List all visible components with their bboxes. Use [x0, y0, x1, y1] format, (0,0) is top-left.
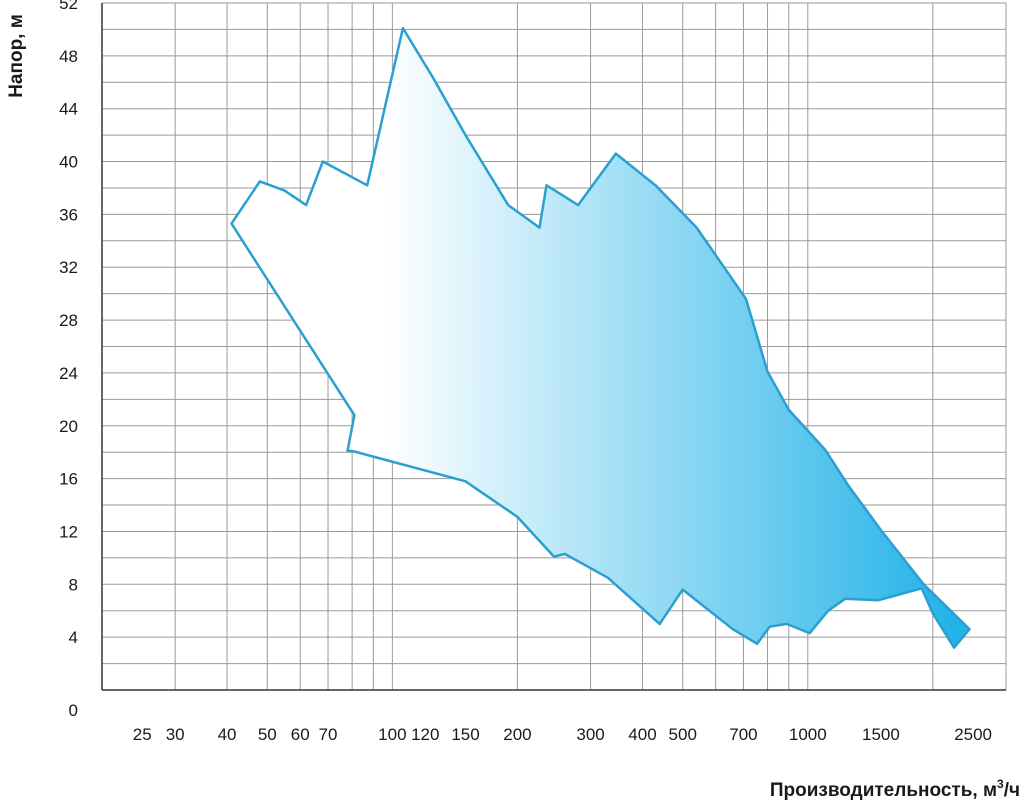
x-axis-title-main: Производительность, м	[770, 780, 997, 801]
x-tick-label: 2500	[954, 725, 992, 744]
x-tick-label: 100	[378, 725, 406, 744]
x-tick-label: 150	[451, 725, 479, 744]
x-tick-label: 25	[133, 725, 152, 744]
y-tick-label: 4	[69, 628, 78, 647]
x-tick-label: 40	[218, 725, 237, 744]
x-tick-label: 1000	[789, 725, 827, 744]
y-tick-label: 36	[59, 205, 78, 224]
x-tick-label: 50	[258, 725, 277, 744]
x-tick-label: 60	[291, 725, 310, 744]
x-tick-label: 400	[628, 725, 656, 744]
y-tick-label: 20	[59, 417, 78, 436]
x-tick-label: 300	[576, 725, 604, 744]
y-tick-label: 0	[69, 701, 78, 720]
operating-area	[230, 26, 971, 649]
x-tick-labels: 25 30 40 50 60 70 100 120 150 200 300 400 500 700 1000…	[133, 725, 992, 744]
y-axis-title: Напор, м	[6, 14, 27, 98]
y-tick-label: 8	[69, 575, 78, 594]
y-tick-label: 32	[59, 258, 78, 277]
x-tick-label: 1500	[862, 725, 900, 744]
x-axis-title-tail: /ч	[1004, 780, 1020, 801]
axes	[101, 3, 1006, 691]
x-tick-label: 30	[166, 725, 185, 744]
x-tick-label: 700	[729, 725, 757, 744]
x-axis-title-sup: 3	[997, 777, 1004, 791]
x-tick-label: 200	[503, 725, 531, 744]
y-tick-label: 52	[59, 0, 78, 13]
y-tick-label: 44	[59, 100, 78, 119]
y-tick-label: 48	[59, 47, 78, 66]
operating-range-polygon	[230, 26, 971, 649]
x-tick-label: 120	[411, 725, 439, 744]
x-axis-title: Производительность, м3/ч	[770, 777, 1020, 801]
x-tick-label: 70	[319, 725, 338, 744]
y-tick-label: 24	[59, 364, 78, 383]
y-tick-label: 28	[59, 311, 78, 330]
x-tick-label: 500	[669, 725, 697, 744]
y-tick-label: 40	[59, 153, 78, 172]
y-tick-label: 12	[59, 522, 78, 541]
y-tick-label: 16	[59, 470, 78, 489]
